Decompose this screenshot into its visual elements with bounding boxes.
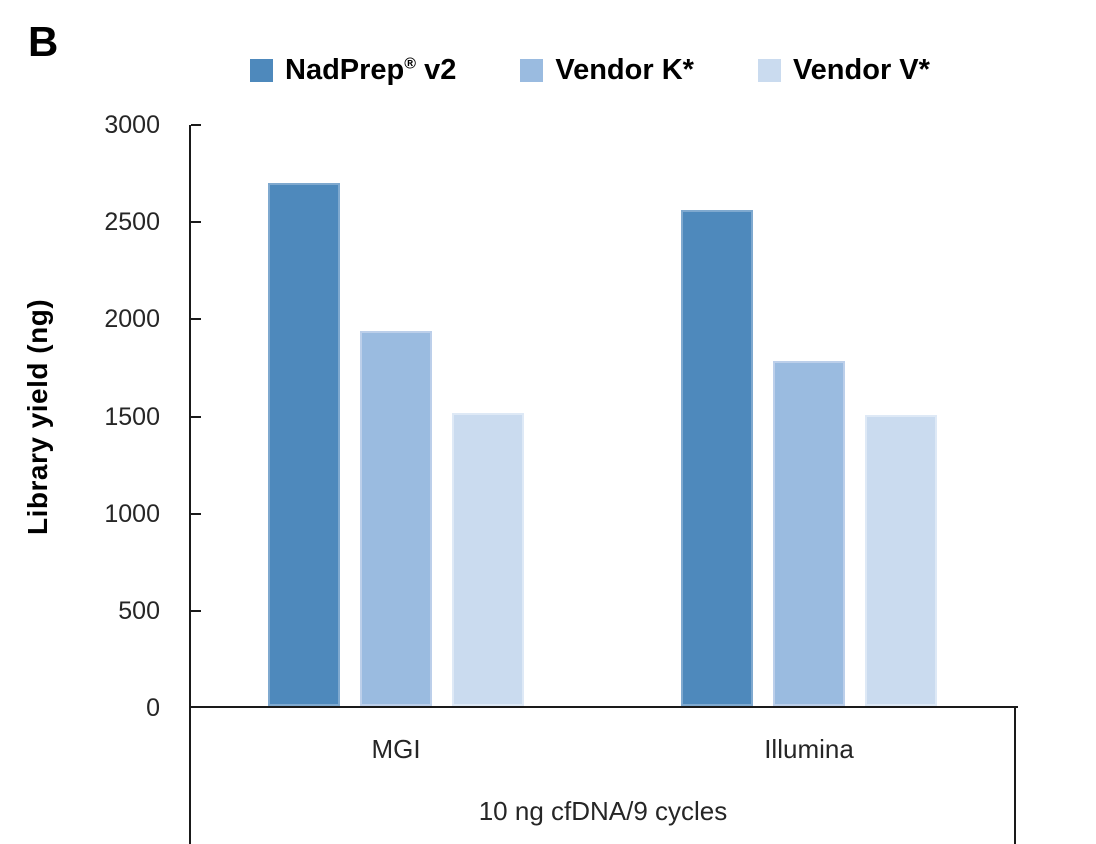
legend-label: Vendor V* — [792, 54, 930, 86]
y-tick-label: 1500 — [104, 403, 160, 431]
legend-item-2: Vendor K* — [520, 54, 694, 87]
legend-swatch-icon — [757, 59, 781, 82]
y-tick-label: 2000 — [104, 305, 160, 333]
y-tick-label: 2500 — [104, 208, 160, 236]
panel-label: B — [28, 18, 59, 65]
legend-label: Vendor K* — [555, 54, 694, 86]
legend-label: NadPrep® v2 — [285, 54, 457, 86]
y-tick-mark — [191, 318, 201, 320]
legend-item-3: Vendor V* — [757, 54, 930, 87]
legend-swatch-icon — [250, 59, 273, 82]
category-label-illumina: Illumina — [764, 734, 854, 764]
x-axis-group-label: 10 ng cfDNA/9 cycles — [478, 796, 728, 826]
bar-illumina-series2 — [773, 361, 845, 706]
bar-illumina-series1 — [681, 210, 753, 706]
y-tick-mark — [191, 610, 201, 612]
y-tick-label: 3000 — [104, 111, 160, 139]
y-tick-mark — [191, 124, 201, 126]
y-tick-label: 500 — [118, 597, 160, 625]
y-tick-mark — [191, 221, 201, 223]
y-tick-mark — [191, 513, 201, 515]
category-box-right-border — [1014, 706, 1016, 844]
y-axis-title: Library yield (ng) — [22, 298, 53, 536]
bar-mgi-series1 — [268, 183, 340, 706]
bar-mgi-series2 — [360, 331, 432, 706]
legend-swatch-icon — [520, 59, 544, 82]
y-axis-line — [189, 125, 191, 844]
chart-legend: NadPrep® v2 Vendor K* Vendor V* — [250, 54, 930, 87]
y-tick-mark — [191, 416, 201, 418]
y-tick-label: 1000 — [104, 500, 160, 528]
category-label-mgi: MGI — [371, 734, 421, 764]
x-axis-baseline — [189, 706, 1018, 708]
legend-item-1: NadPrep® v2 — [250, 54, 456, 87]
bar-mgi-series3 — [452, 413, 524, 706]
bar-illumina-series3 — [865, 415, 937, 706]
y-tick-label: 0 — [146, 694, 160, 722]
